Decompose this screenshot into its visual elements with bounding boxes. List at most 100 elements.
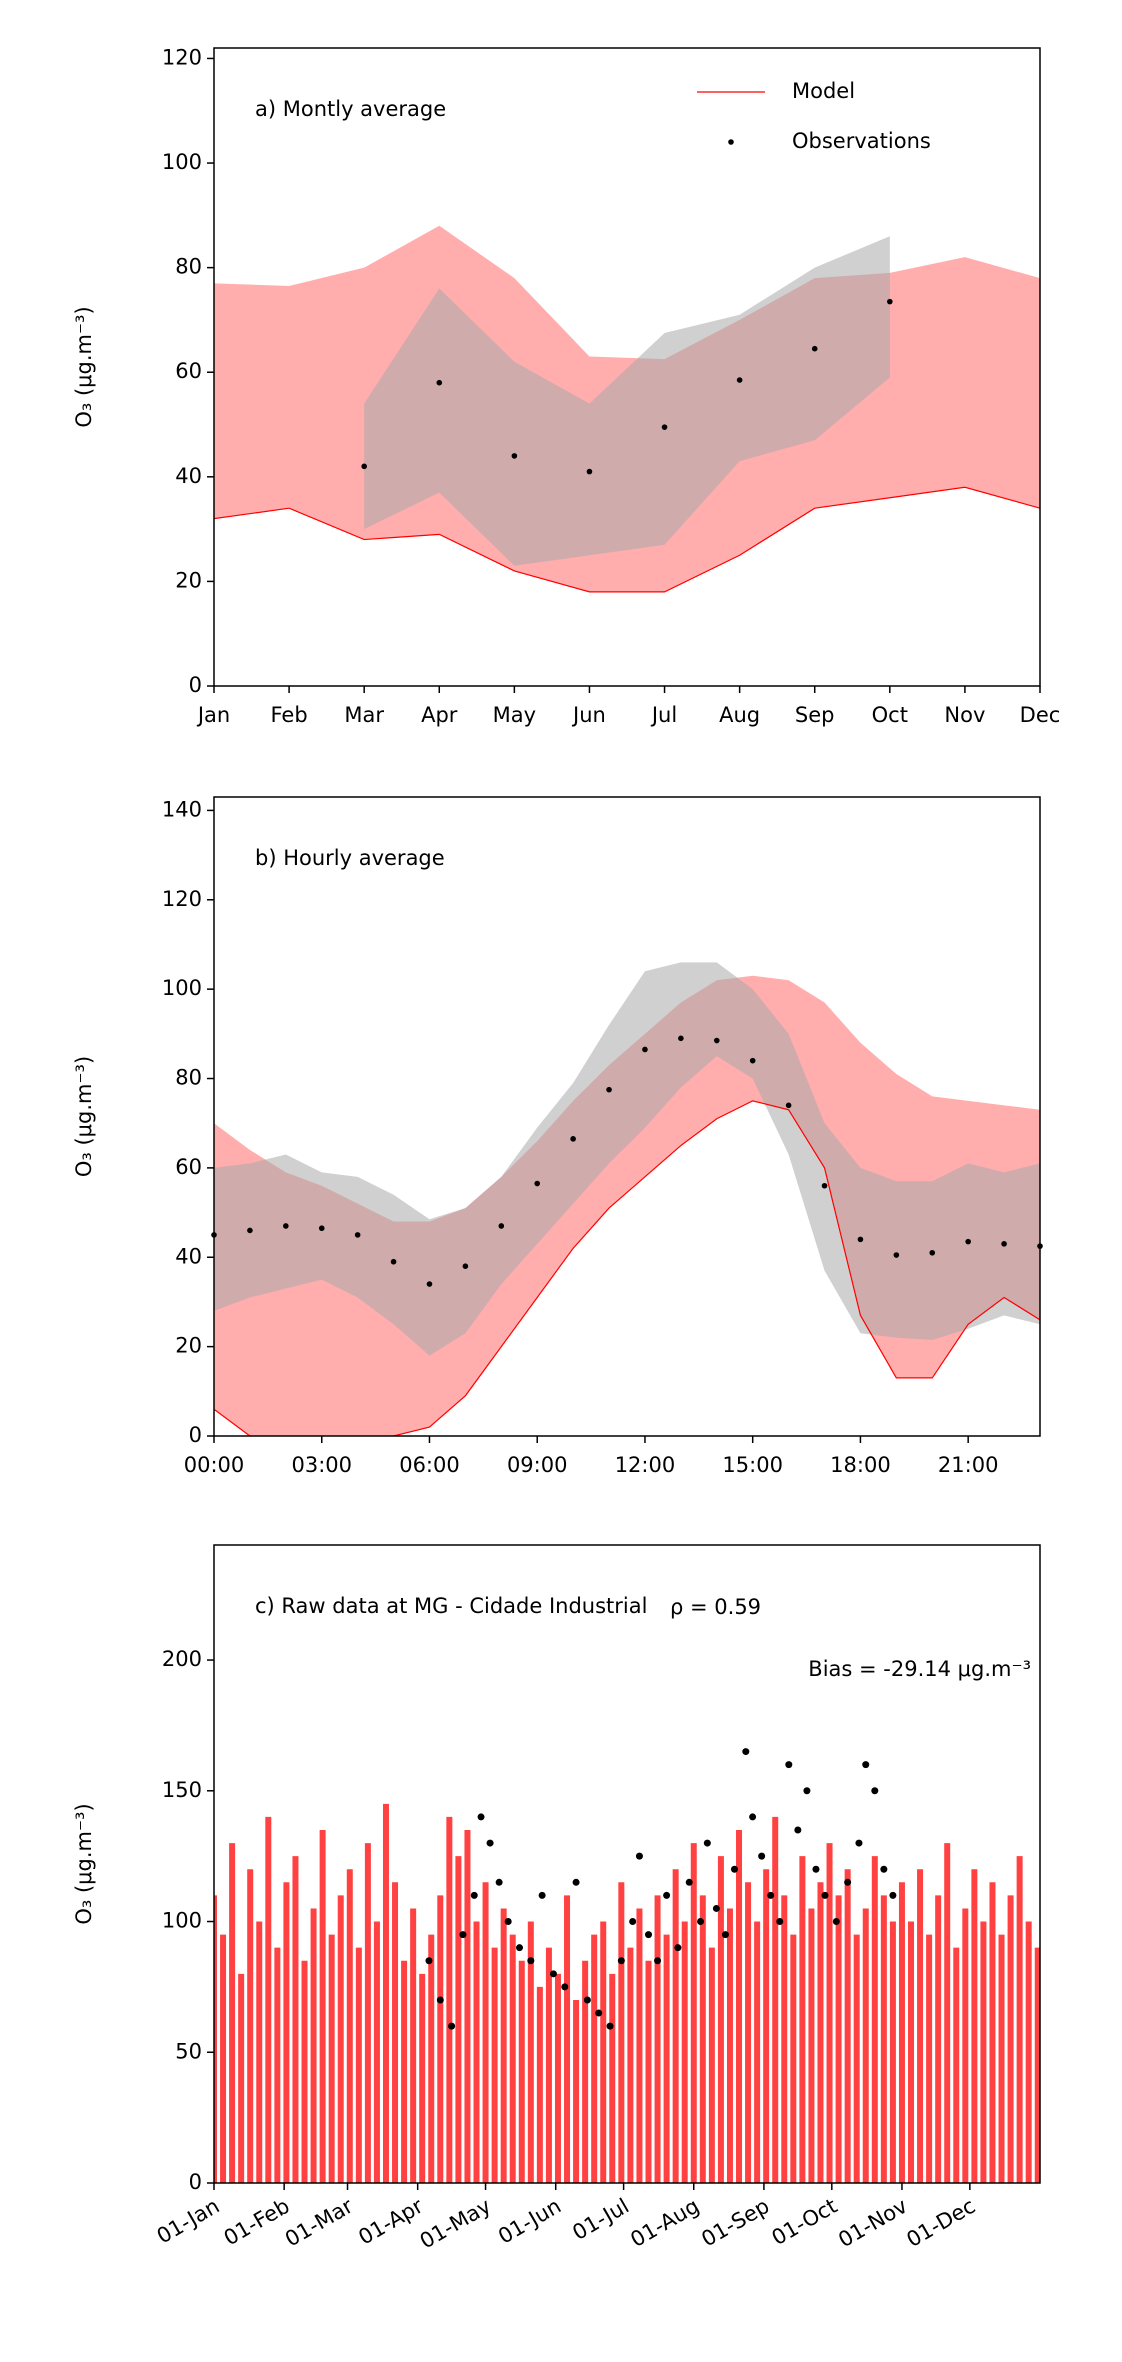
x-tick-label: 01-Aug bbox=[626, 2194, 703, 2252]
plot-area bbox=[214, 1803, 1040, 2183]
x-tick-label: Jun bbox=[571, 703, 606, 727]
x-tick-label: Dec bbox=[1020, 703, 1061, 727]
y-tick-label: 80 bbox=[175, 255, 202, 279]
x-tick-label: 06:00 bbox=[399, 1453, 460, 1477]
observation-dot bbox=[549, 1970, 557, 1978]
legend-label: Observations bbox=[792, 129, 931, 153]
x-tick-label: 18:00 bbox=[830, 1453, 891, 1477]
observation-dot bbox=[880, 1865, 888, 1873]
y-tick-label: 120 bbox=[162, 887, 202, 911]
observation-dot bbox=[436, 379, 443, 386]
x-tick-label: 01-Apr bbox=[354, 2194, 427, 2250]
observation-dot bbox=[965, 1238, 971, 1245]
legend-dot bbox=[728, 139, 734, 145]
plot-area bbox=[214, 225, 1040, 593]
y-tick-label: 0 bbox=[189, 1423, 202, 1447]
observation-dot bbox=[561, 1983, 569, 1991]
x-tick-label: Apr bbox=[421, 703, 458, 727]
x-tick-label: Nov bbox=[944, 703, 985, 727]
observation-dot bbox=[821, 1891, 829, 1899]
observation-dot bbox=[486, 1839, 494, 1847]
x-tick-label: 01-Oct bbox=[768, 2194, 842, 2250]
y-tick-label: 100 bbox=[162, 150, 202, 174]
observation-dot bbox=[498, 1223, 505, 1229]
x-tick-label: 01-Feb bbox=[220, 2194, 294, 2251]
observation-dot bbox=[354, 1232, 361, 1238]
observation-dot bbox=[678, 1035, 684, 1042]
observation-dot bbox=[794, 1826, 802, 1834]
y-tick-label: 50 bbox=[175, 2039, 202, 2063]
plot-area bbox=[214, 962, 1040, 1436]
observation-dot bbox=[721, 1931, 729, 1939]
x-tick-label: 00:00 bbox=[184, 1453, 245, 1477]
observation-dot bbox=[586, 468, 593, 475]
observation-dot bbox=[477, 1813, 485, 1821]
x-tick-label: 01-Jun bbox=[494, 2194, 565, 2249]
x-tick-label: 01-Dec bbox=[902, 2194, 979, 2252]
observation-dot bbox=[776, 1918, 784, 1926]
observation-dot bbox=[887, 298, 893, 305]
panel: 0 20 40 60 80 100 120 Jan Feb Mar Apr May Jun Jul Aug S… bbox=[72, 45, 1060, 727]
observation-dot bbox=[390, 1258, 397, 1265]
observation-dot bbox=[570, 1136, 576, 1142]
x-tick-label: 01-Sep bbox=[697, 2194, 773, 2252]
x-tick-label: 09:00 bbox=[507, 1453, 568, 1477]
observation-dot bbox=[617, 1957, 625, 1965]
observation-dot bbox=[436, 1996, 444, 2004]
x-tick-label: Jan bbox=[196, 703, 230, 727]
observation-dot bbox=[462, 1263, 469, 1269]
x-tick-label: 12:00 bbox=[615, 1453, 676, 1477]
observation-dot bbox=[644, 1931, 652, 1939]
observation-dot bbox=[511, 453, 518, 459]
y-axis-label: O₃ (μg.m⁻³) bbox=[72, 1803, 96, 1924]
panel: 0 50 100 150 200 01-Jan01-Feb01-Mar01-Apr01-M… bbox=[72, 1544, 1041, 2253]
observation-dot bbox=[635, 1852, 643, 1860]
axes-frame bbox=[213, 47, 1041, 687]
y-tick-label: 0 bbox=[189, 2170, 202, 2194]
observation-dot bbox=[758, 1852, 766, 1860]
y-tick-label: 80 bbox=[175, 1066, 202, 1090]
observation-dot bbox=[871, 1787, 879, 1795]
x-tick-label: Feb bbox=[270, 703, 307, 727]
observation-dot bbox=[713, 1037, 720, 1044]
observation-dot bbox=[425, 1957, 433, 1965]
observation-dot bbox=[516, 1944, 524, 1952]
annotation: Bias = -29.14 μg.m⁻³ bbox=[808, 1657, 1031, 1681]
observation-dot bbox=[361, 463, 367, 470]
observation-dot bbox=[534, 1180, 541, 1187]
y-tick-label: 20 bbox=[175, 1334, 202, 1358]
x-tick-label: 01-Jan bbox=[153, 2194, 224, 2249]
x-tick-label: Sep bbox=[795, 703, 835, 727]
observation-dot bbox=[889, 1891, 897, 1899]
panel-title: c) Raw data at MG - Cidade Industrial bbox=[255, 1594, 647, 1618]
observation-dot bbox=[811, 345, 818, 352]
x-tick-label: 21:00 bbox=[938, 1453, 999, 1477]
x-tick-label: 01-Jul bbox=[568, 2194, 633, 2245]
panel-title: a) Montly average bbox=[255, 97, 446, 121]
y-tick-label: 150 bbox=[162, 1778, 202, 1802]
observation-dot bbox=[674, 1944, 682, 1952]
band bbox=[364, 236, 890, 566]
y-tick-label: 60 bbox=[175, 1155, 202, 1179]
x-tick-label: 01-Mar bbox=[281, 2194, 357, 2252]
y-axis-label: O₃ (μg.m⁻³) bbox=[72, 1056, 96, 1177]
observation-dot bbox=[606, 2022, 614, 2030]
observation-dot bbox=[855, 1839, 863, 1847]
observation-dot bbox=[247, 1227, 253, 1234]
y-tick-label: 100 bbox=[162, 1909, 202, 1933]
band bbox=[214, 962, 1040, 1356]
observation-dot bbox=[654, 1957, 662, 1965]
observation-dot bbox=[767, 1891, 775, 1899]
y-tick-label: 60 bbox=[175, 359, 202, 383]
observation-dot bbox=[857, 1236, 864, 1243]
x-tick-label: Jul bbox=[650, 703, 677, 727]
legend-label: Model bbox=[792, 79, 855, 103]
observation-dot bbox=[697, 1918, 705, 1926]
observation-dot bbox=[448, 2022, 456, 2030]
observation-dot bbox=[470, 1891, 478, 1899]
observation-dot bbox=[283, 1223, 289, 1229]
observation-dot bbox=[318, 1225, 325, 1232]
observation-dot bbox=[749, 1813, 757, 1821]
y-axis-label: O₃ (μg.m⁻³) bbox=[72, 306, 96, 427]
